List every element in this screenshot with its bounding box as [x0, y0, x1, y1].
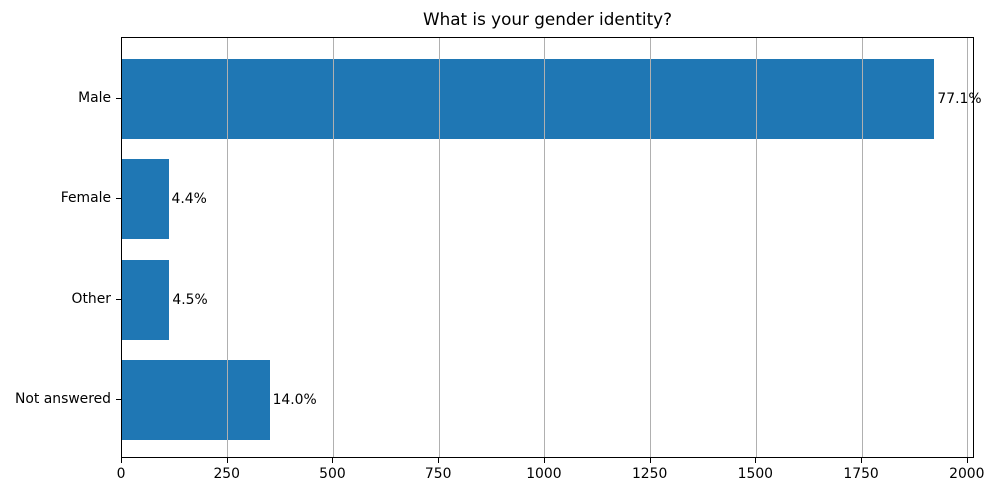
y-tick-label: Female [60, 190, 111, 206]
y-axis-tick [116, 198, 121, 199]
bar-not-answered [122, 360, 270, 440]
gridline [650, 38, 652, 457]
chart-title: What is your gender identity? [423, 9, 672, 29]
gridline [227, 38, 229, 457]
y-tick-label: Not answered [15, 391, 111, 407]
x-axis-tick [755, 458, 757, 463]
y-axis-tick [116, 97, 121, 99]
x-axis-tick [332, 458, 334, 463]
x-tick-label: 1500 [737, 466, 774, 482]
x-tick-label: 1000 [526, 466, 562, 482]
y-axis-tick [116, 298, 121, 300]
x-tick-label: 1750 [843, 466, 879, 482]
bar-value-label: 14.0% [272, 392, 317, 408]
x-axis-tick [543, 458, 545, 463]
bar-other [122, 259, 170, 340]
x-tick-label: 1250 [631, 466, 668, 482]
x-axis-tick [649, 458, 651, 463]
x-tick-label: 250 [213, 466, 240, 482]
x-tick-label: 0 [116, 466, 126, 482]
gridline [755, 38, 757, 457]
bar-value-label: 4.5% [172, 291, 208, 308]
gridline [967, 38, 969, 457]
x-tick-label: 500 [319, 466, 346, 482]
bar-value-label: 77.1% [937, 90, 982, 107]
y-tick-label: Other [71, 290, 111, 307]
x-axis-tick [121, 458, 122, 463]
x-axis-tick [226, 458, 228, 463]
plot-area: 77.1% 4.4% 4.5% 14.0% [121, 37, 982, 458]
x-axis-tick [861, 458, 863, 463]
bar-male [122, 58, 935, 139]
gridline [544, 38, 546, 457]
y-axis-tick [116, 399, 121, 400]
x-tick-label: 2000 [949, 466, 985, 482]
bar-female [122, 159, 169, 239]
x-axis-tick [438, 458, 440, 463]
gridline [438, 38, 440, 457]
y-tick-label: Male [78, 89, 111, 106]
bar-value-label: 4.4% [171, 191, 207, 207]
x-tick-label: 750 [424, 466, 452, 482]
gridline [861, 38, 863, 457]
x-axis-tick [966, 458, 968, 463]
gridline [332, 38, 334, 457]
